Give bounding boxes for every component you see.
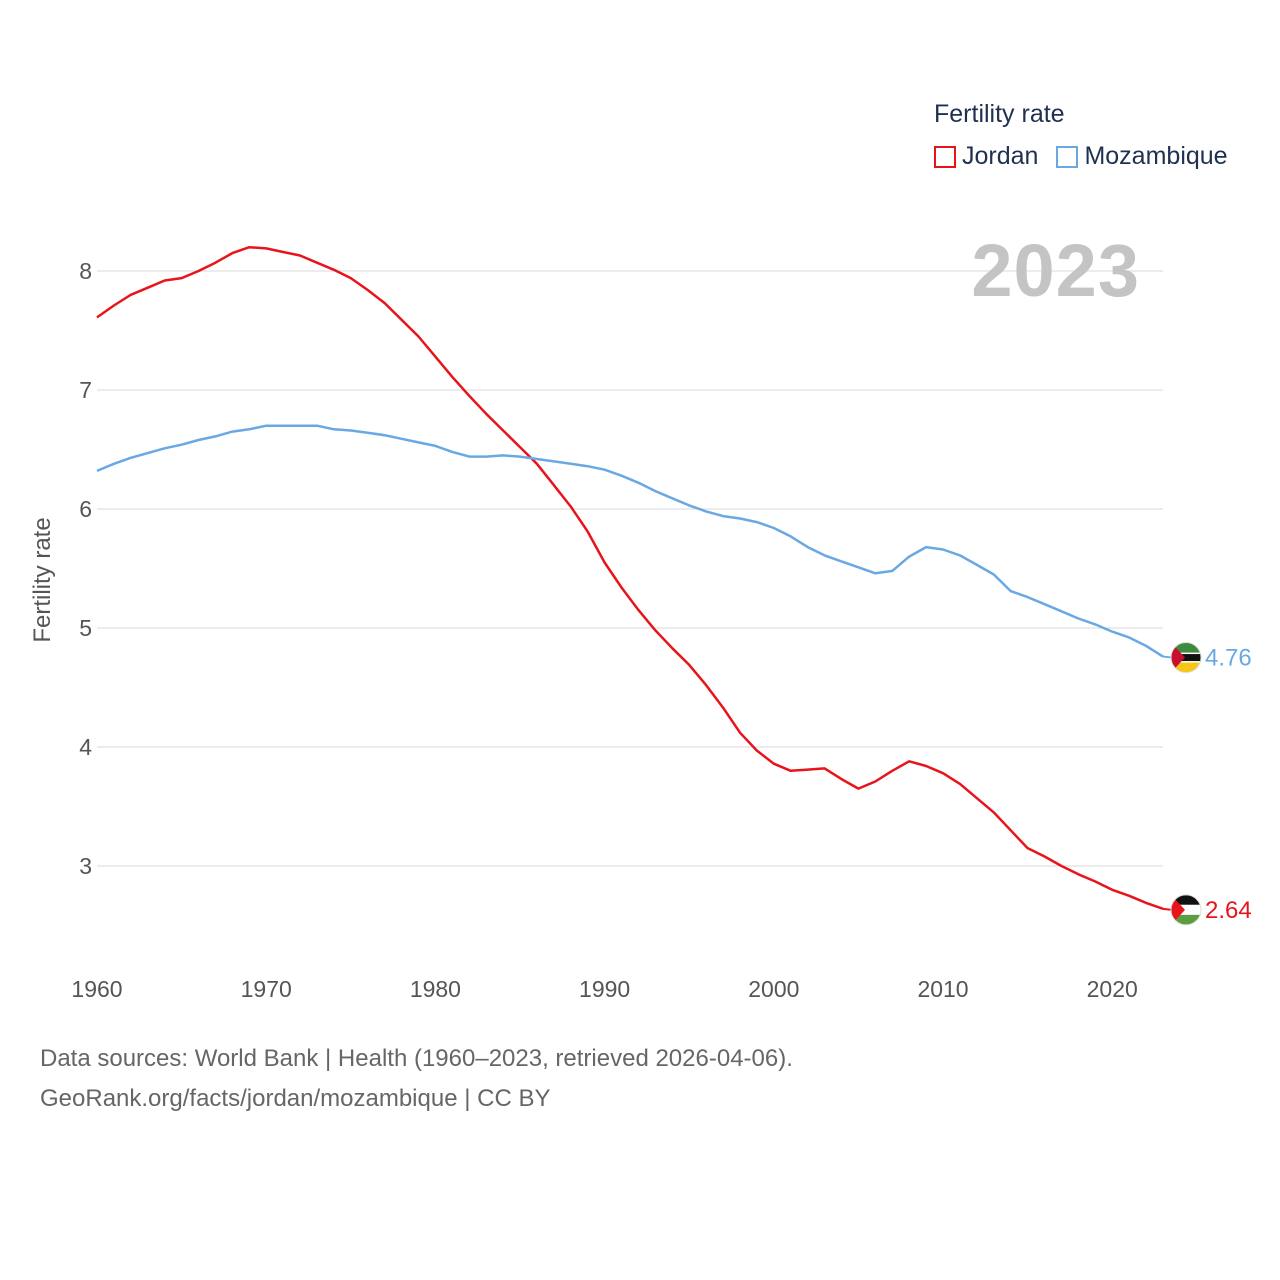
- y-tick-label-3: 3: [79, 853, 92, 879]
- legend-title: Fertility rate: [934, 100, 1065, 128]
- x-tick-label-1970: 1970: [241, 976, 292, 1002]
- year-label: 2023: [971, 229, 1140, 312]
- end-connector-jordan: [1162, 907, 1173, 911]
- flag-stripe-green: [1171, 642, 1201, 653]
- x-tick-label-1960: 1960: [71, 976, 122, 1002]
- x-axis-ticks: 1960 1970 1980 1990 2000 2010 2020: [71, 976, 1137, 1002]
- flag-stripe-white: [1171, 904, 1201, 915]
- x-tick-label-1980: 1980: [410, 976, 461, 1002]
- legend-swatch-mozambique: [1056, 145, 1079, 168]
- grid-lines: [97, 270, 1163, 867]
- x-tick-label-1990: 1990: [579, 976, 630, 1002]
- flag-stripe-black: [1171, 894, 1201, 905]
- flag-triangle: [1171, 894, 1185, 925]
- flag-stripe-green: [1171, 914, 1201, 925]
- end-connector-mozambique: [1162, 655, 1173, 659]
- y-axis-title: Fertility rate: [29, 517, 56, 642]
- attribution-line: GeoRank.org/facts/jordan/mozambique | CC…: [40, 1085, 551, 1112]
- legend-item-mozambique[interactable]: Mozambique: [1056, 142, 1228, 171]
- flag-stripe-yellow: [1171, 662, 1201, 673]
- y-tick-label-8: 8: [79, 258, 92, 284]
- flag-icon-mozambique: [1170, 642, 1202, 674]
- end-value-label-mozambique: 4.76: [1205, 645, 1252, 672]
- series-lines: [96, 245, 1164, 910]
- end-value-label-jordan: 2.64: [1205, 897, 1252, 924]
- end-markers: 2.64 4.76: [1162, 642, 1252, 926]
- legend-label-jordan: Jordan: [962, 142, 1039, 170]
- flag-stripe-black: [1171, 652, 1201, 663]
- legend-swatch-jordan: [934, 145, 956, 168]
- legend-label-mozambique: Mozambique: [1084, 142, 1228, 170]
- source-line: Data sources: World Bank | Health (1960–…: [40, 1045, 793, 1072]
- legend-item-jordan[interactable]: Jordan: [934, 142, 1038, 171]
- x-tick-label-2010: 2010: [917, 976, 968, 1002]
- y-tick-label-7: 7: [79, 377, 92, 403]
- series-line-jordan: [96, 245, 1164, 910]
- y-tick-label-6: 6: [79, 496, 92, 522]
- flag-fimbriation-top: [1171, 652, 1201, 655]
- series-line-mozambique: [96, 424, 1164, 658]
- x-tick-label-2000: 2000: [748, 976, 799, 1002]
- flag-fimbriation-bottom: [1171, 661, 1201, 663]
- legend: Jordan Mozambique: [934, 142, 1246, 171]
- flag-triangle: [1171, 642, 1185, 673]
- x-tick-label-2020: 2020: [1087, 976, 1138, 1002]
- flag-icon-jordan: [1170, 894, 1202, 926]
- y-axis-ticks: 3 4 5 6 7 8: [79, 258, 92, 879]
- y-tick-label-5: 5: [79, 615, 92, 641]
- y-tick-label-4: 4: [79, 734, 92, 760]
